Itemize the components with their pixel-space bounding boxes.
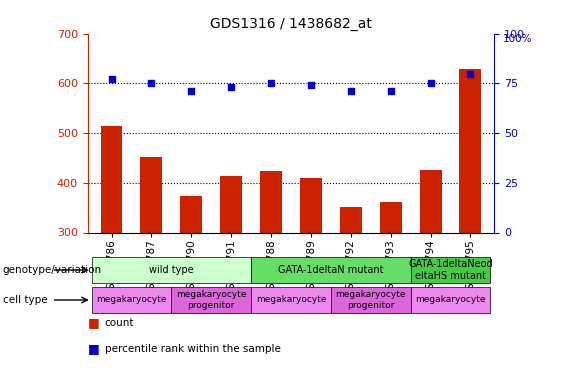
Text: wild type: wild type bbox=[149, 265, 194, 275]
Bar bbox=[331, 287, 411, 313]
Text: genotype/variation: genotype/variation bbox=[3, 265, 102, 275]
Text: GATA-1deltaN mutant: GATA-1deltaN mutant bbox=[278, 265, 384, 275]
Point bbox=[187, 88, 196, 94]
Text: megakaryocyte: megakaryocyte bbox=[96, 296, 167, 304]
Point bbox=[107, 76, 116, 82]
Text: percentile rank within the sample: percentile rank within the sample bbox=[105, 344, 280, 354]
Point bbox=[306, 82, 315, 88]
Bar bbox=[141, 157, 162, 232]
Point bbox=[267, 81, 276, 87]
Point bbox=[466, 70, 475, 76]
Text: 100%: 100% bbox=[502, 34, 532, 44]
Bar bbox=[459, 69, 481, 232]
Text: ■: ■ bbox=[88, 316, 99, 329]
Text: megakaryocyte: megakaryocyte bbox=[256, 296, 326, 304]
Title: GDS1316 / 1438682_at: GDS1316 / 1438682_at bbox=[210, 17, 372, 32]
Point bbox=[426, 81, 435, 87]
Text: count: count bbox=[105, 318, 134, 327]
Point bbox=[386, 88, 395, 94]
Bar bbox=[171, 287, 251, 313]
Bar bbox=[101, 126, 123, 232]
Bar bbox=[92, 257, 251, 283]
Text: cell type: cell type bbox=[3, 295, 47, 305]
Bar bbox=[411, 257, 490, 283]
Point bbox=[346, 88, 355, 94]
Bar bbox=[420, 170, 441, 232]
Bar bbox=[220, 176, 242, 232]
Point bbox=[227, 84, 236, 90]
Bar bbox=[180, 196, 202, 232]
Text: megakaryocyte: megakaryocyte bbox=[415, 296, 486, 304]
Text: GATA-1deltaNeod
eltaHS mutant: GATA-1deltaNeod eltaHS mutant bbox=[408, 259, 493, 281]
Bar bbox=[251, 287, 331, 313]
Bar bbox=[340, 207, 362, 232]
Bar bbox=[300, 178, 322, 232]
Bar bbox=[251, 257, 411, 283]
Bar bbox=[380, 202, 402, 232]
Point bbox=[147, 81, 156, 87]
Text: megakaryocyte
progenitor: megakaryocyte progenitor bbox=[176, 290, 246, 310]
Bar bbox=[92, 287, 171, 313]
Bar bbox=[411, 287, 490, 313]
Bar bbox=[260, 171, 282, 232]
Text: megakaryocyte
progenitor: megakaryocyte progenitor bbox=[336, 290, 406, 310]
Text: ■: ■ bbox=[88, 342, 99, 355]
